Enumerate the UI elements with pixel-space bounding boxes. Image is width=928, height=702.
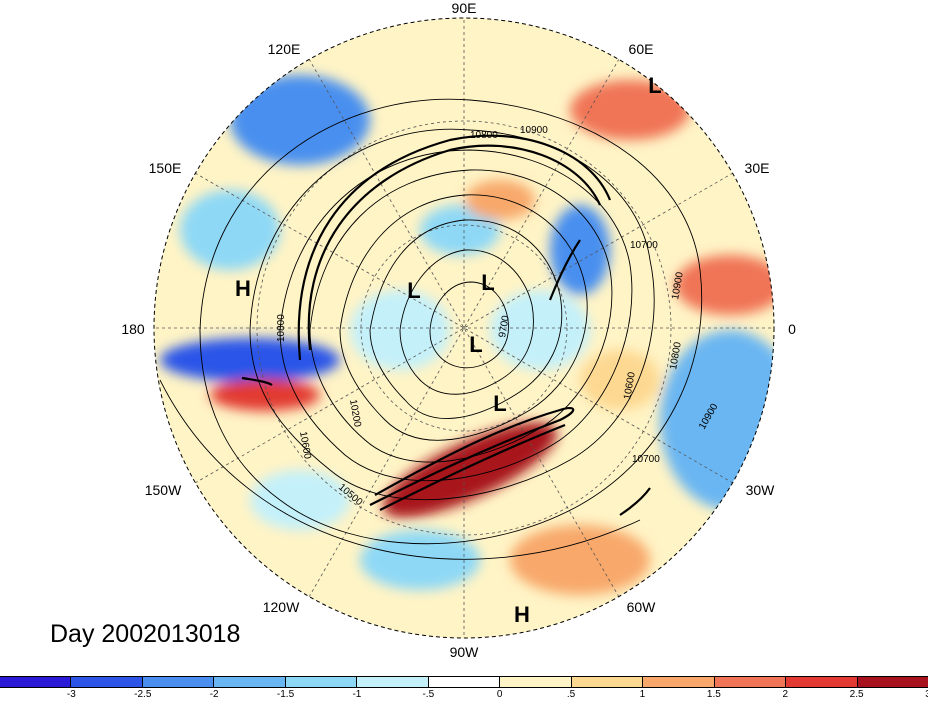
contour-label: 10200 — [347, 399, 363, 429]
colorbar-tick-label: 0 — [496, 689, 503, 700]
contour-label: 10900 — [520, 125, 548, 136]
colorbar-tick-label: 3 — [925, 689, 928, 700]
colorbar-box — [0, 677, 71, 687]
contour-label: 10800 — [668, 341, 684, 371]
low-pressure-center: L — [469, 332, 483, 357]
contour-label: 10600 — [622, 371, 638, 401]
high-pressure-center: H — [514, 602, 530, 627]
contour-value-labels: 10800 10900 10700 10900 10800 10600 1070… — [276, 125, 721, 508]
longitude-label-30e: 30E — [744, 160, 770, 176]
colorbar-tick-label: -2.5 — [134, 689, 152, 700]
longitude-label-0: 0 — [788, 321, 796, 337]
low-pressure-center: L — [493, 391, 507, 416]
colorbar-box — [70, 677, 142, 687]
colorbar-box — [284, 677, 357, 687]
contour-label: 10700 — [630, 240, 658, 251]
longitude-label-150w: 150W — [144, 482, 182, 498]
longitude-label-180: 180 — [121, 321, 145, 337]
high-pressure-center: H — [235, 276, 251, 301]
low-pressure-center: L — [407, 278, 421, 303]
longitude-label-60w: 60W — [626, 599, 656, 615]
colorbar-box — [642, 677, 714, 687]
contour-label: 10600 — [297, 431, 313, 461]
jet-contours — [241, 134, 651, 516]
contour-label: 10900 — [670, 271, 686, 301]
colorbar-box — [427, 677, 500, 687]
colorbar-tick-label: -1 — [352, 689, 362, 700]
longitude-label-120e: 120E — [267, 41, 301, 57]
colorbar-box — [499, 677, 571, 687]
colorbar-tick-label: .5 — [566, 689, 576, 700]
date-label: Day 2002013018 — [50, 620, 241, 648]
colorbar-box — [570, 677, 643, 687]
colorbar-tick-label: -2 — [209, 689, 219, 700]
colorbar-tick-label: -1.5 — [276, 689, 295, 700]
map-boundary — [153, 17, 775, 639]
anomaly-shading — [154, 18, 774, 638]
colorbar — [0, 676, 928, 688]
colorbar-box — [213, 677, 285, 687]
contour-label: 10800 — [276, 314, 287, 342]
colorbar-box — [141, 677, 214, 687]
contour-label: 10700 — [632, 454, 660, 465]
longitude-label-90w: 90W — [449, 644, 479, 660]
colorbar-box — [356, 677, 428, 687]
colorbar-labels: -3 -2.5 -2 -1.5 -1 -.5 0 .5 1 1.5 2 2.5 3 — [0, 689, 928, 702]
low-pressure-center: L — [648, 73, 662, 98]
graticule — [154, 18, 774, 638]
longitude-label-120w: 120W — [262, 599, 300, 615]
colorbar-box — [785, 677, 857, 687]
contour-label: 9700 — [497, 314, 512, 338]
colorbar-tick-label: 2 — [782, 689, 788, 700]
longitude-label-30w: 30W — [745, 482, 775, 498]
longitude-label-150e: 150E — [148, 160, 182, 176]
contour-label: 10800 — [470, 130, 498, 141]
longitude-label-60e: 60E — [628, 41, 654, 57]
colorbar-tick-label: -.5 — [422, 689, 435, 700]
colorbar-box — [856, 677, 928, 687]
height-contours — [159, 98, 703, 560]
colorbar-tick-label: -3 — [66, 689, 76, 700]
low-pressure-center: L — [481, 270, 495, 295]
longitude-label-90e: 90E — [451, 0, 477, 16]
colorbar-tick-label: 2.5 — [849, 689, 864, 700]
colorbar-box — [713, 677, 786, 687]
colorbar-tick-label: 1.5 — [706, 689, 721, 700]
colorbar-tick-label: 1 — [639, 689, 646, 700]
